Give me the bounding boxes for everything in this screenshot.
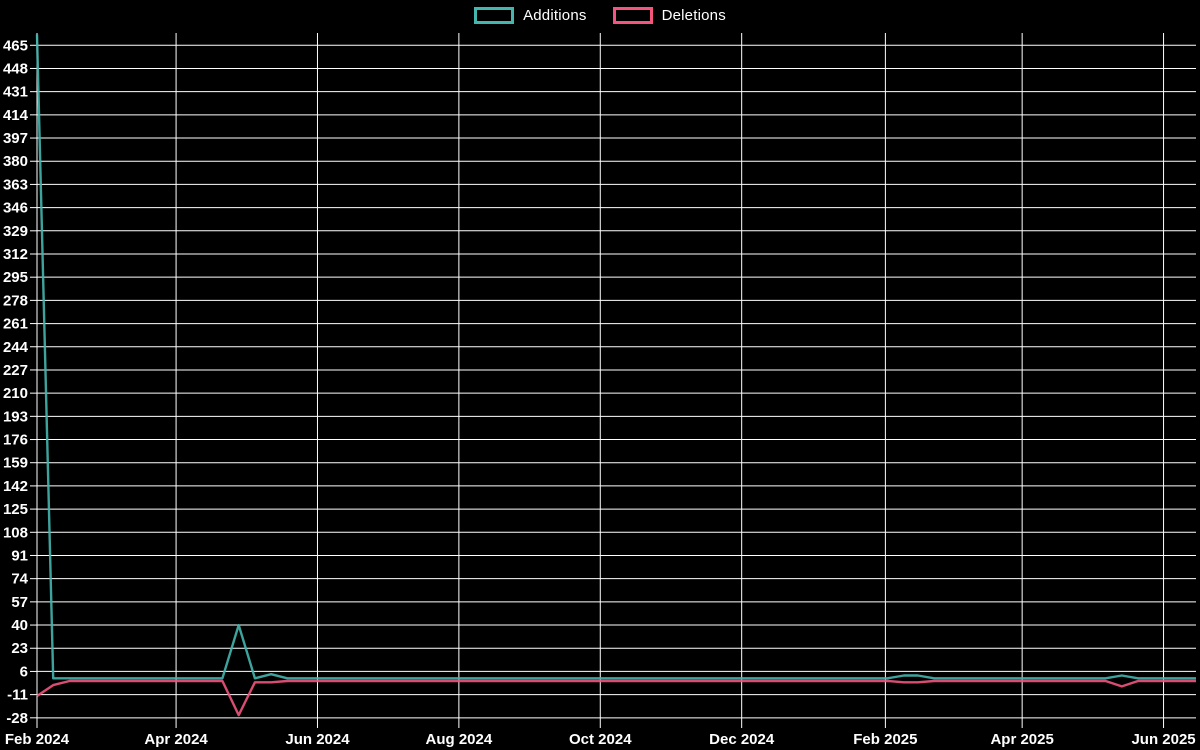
legend-item-additions[interactable]: Additions [474,7,587,24]
y-axis-label: 176 [3,432,28,449]
y-axis-label: 125 [3,501,28,518]
y-axis-label: 380 [3,153,28,170]
additions-legend-label: Additions [523,7,587,24]
y-axis-label: 108 [3,524,28,541]
y-axis-label: 448 [3,60,28,77]
y-axis-label: 363 [3,176,28,193]
y-axis-label: -11 [7,687,28,704]
x-axis-label: Apr 2024 [144,731,208,748]
y-axis-label: 431 [3,84,28,101]
y-axis-label: 159 [3,455,28,472]
deletions-legend-swatch-icon [612,7,653,24]
y-axis-label: 278 [3,292,28,309]
y-axis-label: 40 [11,617,28,634]
y-axis-label: 465 [3,37,28,54]
deletions-legend-label: Deletions [661,7,726,24]
chart-legend: Additions Deletions [0,7,1200,24]
y-axis-label: 329 [3,223,28,240]
y-axis-label: 346 [3,200,28,217]
x-axis-label: Aug 2024 [426,731,493,748]
y-axis-label: 142 [3,478,28,495]
legend-item-deletions[interactable]: Deletions [612,7,726,24]
y-axis-label: 6 [20,663,28,680]
y-axis-label: -28 [6,710,28,727]
x-axis-label: Apr 2025 [990,731,1053,748]
x-axis-label: Jun 2024 [285,731,350,748]
y-axis-label: 397 [3,130,28,147]
y-axis-label: 261 [3,316,28,333]
y-axis-label: 193 [3,408,28,425]
x-axis-label: Jun 2025 [1131,731,1195,748]
x-axis-label: Dec 2024 [709,731,775,748]
x-axis-label: Oct 2024 [569,731,632,748]
y-axis-label: 227 [3,362,28,379]
y-axis-label: 312 [3,246,28,263]
deletions-line [36,679,1196,717]
y-axis-label: 414 [3,107,29,124]
y-axis-label: 74 [11,571,28,588]
x-axis-label: Feb 2024 [5,731,70,748]
y-axis-label: 210 [3,385,28,402]
additions-legend-swatch-icon [474,7,515,24]
x-axis-label: Feb 2025 [853,731,917,748]
y-axis-label: 91 [11,547,28,564]
y-axis-label: 244 [3,339,29,356]
y-axis-label: 295 [3,269,28,286]
y-axis-label: 57 [11,594,28,611]
additions-line [35,34,1196,680]
y-axis-label: 23 [11,640,28,657]
